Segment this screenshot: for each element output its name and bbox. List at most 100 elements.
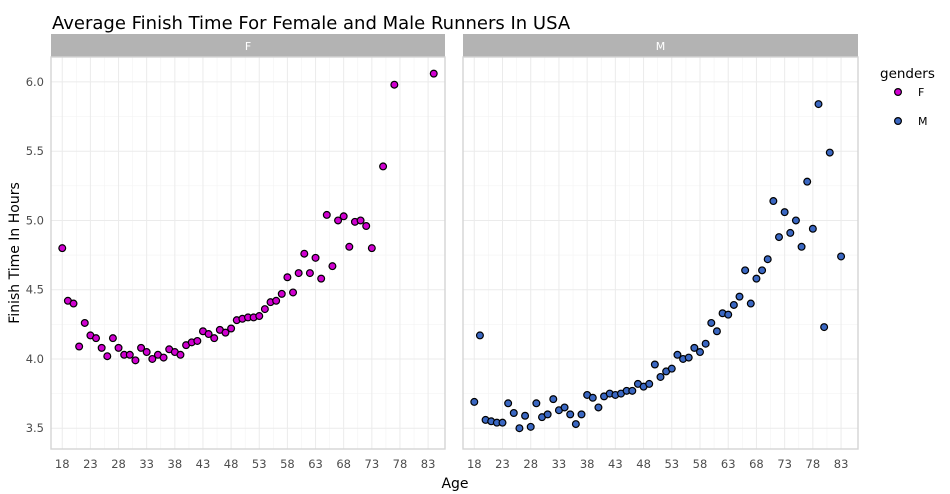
data-point-m <box>588 393 597 402</box>
legend-item-label: M <box>918 115 928 128</box>
x-tick-label: 83 <box>421 457 436 471</box>
data-point-m <box>791 216 800 225</box>
data-point-f <box>255 312 264 321</box>
data-point-f <box>367 244 376 253</box>
data-point-m <box>712 327 721 336</box>
data-point-m <box>774 233 783 242</box>
x-tick-label: 68 <box>749 457 764 471</box>
x-tick-label: 38 <box>580 457 595 471</box>
data-point-f <box>75 342 84 351</box>
data-point-m <box>724 310 733 319</box>
data-point-f <box>379 162 388 171</box>
data-point-f <box>221 328 230 337</box>
data-point-m <box>509 408 518 417</box>
data-point-m <box>645 379 654 388</box>
data-point-f <box>390 80 399 89</box>
data-point-m <box>808 224 817 233</box>
x-tick-label: 43 <box>196 457 211 471</box>
data-point-m <box>526 422 535 431</box>
data-point-m <box>684 353 693 362</box>
legend: genders F M <box>880 66 935 128</box>
data-point-f <box>108 334 117 343</box>
data-point-f <box>322 210 331 219</box>
data-point-f <box>125 350 134 359</box>
x-tick-label: 48 <box>224 457 239 471</box>
data-point-m <box>763 255 772 264</box>
legend-key-marker <box>893 87 902 96</box>
chart-title: Average Finish Time For Female and Male … <box>52 13 571 34</box>
x-tick-label: 53 <box>252 457 267 471</box>
y-tick-label: 4.0 <box>26 352 44 366</box>
data-point-m <box>820 323 829 332</box>
y-axis-title: Finish Time In Hours <box>7 182 23 323</box>
data-point-f <box>300 249 309 258</box>
x-tick-label: 33 <box>552 457 567 471</box>
data-point-m <box>701 339 710 348</box>
data-point-m <box>515 424 524 433</box>
data-point-m <box>735 292 744 301</box>
x-tick-label: 58 <box>280 457 295 471</box>
data-point-m <box>566 410 575 419</box>
y-tick-label: 3.5 <box>26 421 44 435</box>
x-tick-label: 28 <box>523 457 538 471</box>
data-point-m <box>628 386 637 395</box>
y-tick-label: 4.5 <box>26 283 44 297</box>
data-point-f <box>137 343 146 352</box>
data-point-f <box>58 244 67 253</box>
data-point-f <box>305 269 314 278</box>
data-point-f <box>334 216 343 225</box>
data-point-f <box>277 289 286 298</box>
data-point-f <box>131 356 140 365</box>
legend-item-label: F <box>918 86 924 99</box>
x-tick-label: 23 <box>83 457 98 471</box>
data-point-f <box>429 69 438 78</box>
x-tick-label: 73 <box>777 457 792 471</box>
x-tick-label: 78 <box>393 457 408 471</box>
data-point-m <box>752 274 761 283</box>
data-point-m <box>797 242 806 251</box>
data-point-m <box>650 360 659 369</box>
data-point-m <box>560 403 569 412</box>
data-point-m <box>667 364 676 373</box>
data-point-m <box>707 318 716 327</box>
facet-strip <box>463 34 858 57</box>
x-tick-label: 18 <box>467 457 482 471</box>
data-point-m <box>780 208 789 217</box>
data-point-f <box>80 318 89 327</box>
data-point-f <box>339 212 348 221</box>
x-tick-label: 33 <box>139 457 154 471</box>
data-point-f <box>92 334 101 343</box>
facet-panel-m: M 18 23 28 33 38 43 48 53 58 63 68 73 78 83 <box>462 34 859 471</box>
data-point-f <box>356 216 365 225</box>
data-point-m <box>814 100 823 109</box>
data-point-f <box>317 274 326 283</box>
data-point-f <box>159 353 168 362</box>
data-point-f <box>103 352 112 361</box>
x-tick-label: 63 <box>308 457 323 471</box>
data-point-m <box>656 372 665 381</box>
data-point-f <box>148 354 157 363</box>
data-point-f <box>142 348 151 357</box>
x-tick-label: 38 <box>168 457 183 471</box>
data-point-m <box>803 177 812 186</box>
y-tick-label: 6.0 <box>26 75 44 89</box>
data-point-f <box>176 350 185 359</box>
data-point-m <box>690 343 699 352</box>
data-point-m <box>741 266 750 275</box>
data-point-m <box>729 300 738 309</box>
data-point-f <box>227 324 236 333</box>
data-point-f <box>345 242 354 251</box>
legend-title: genders <box>880 66 935 82</box>
panel-border <box>50 56 446 450</box>
data-point-m <box>746 299 755 308</box>
data-point-m <box>498 418 507 427</box>
data-point-m <box>758 266 767 275</box>
facet-strip <box>51 34 445 57</box>
data-point-f <box>97 343 106 352</box>
facet-panels: F 18 23 28 33 38 43 48 53 58 63 68 73 78 83 3.5 4.0 4.5 5.… <box>26 34 859 471</box>
data-point-f <box>311 253 320 262</box>
x-tick-label: 63 <box>721 457 736 471</box>
x-tick-label: 83 <box>834 457 849 471</box>
facet-strip-label: M <box>656 40 666 53</box>
data-point-m <box>470 397 479 406</box>
